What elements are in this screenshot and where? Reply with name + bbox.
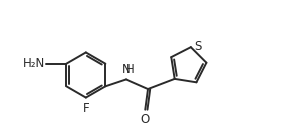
Text: S: S — [194, 40, 202, 53]
Text: N: N — [122, 63, 131, 76]
Text: H₂N: H₂N — [23, 57, 45, 70]
Text: F: F — [82, 102, 89, 115]
Text: H: H — [126, 63, 135, 76]
Text: O: O — [141, 113, 150, 126]
